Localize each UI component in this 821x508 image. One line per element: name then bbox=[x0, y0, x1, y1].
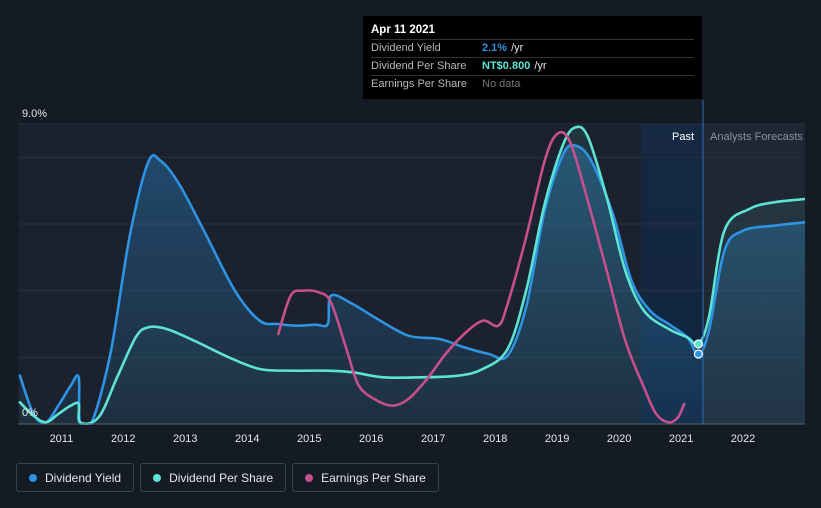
y-tick-label-top: 9.0% bbox=[22, 108, 47, 120]
legend-item-earnings-per-share[interactable]: Earnings Per Share bbox=[292, 463, 439, 492]
tooltip-row-dividend-yield: Dividend Yield 2.1% /yr bbox=[371, 40, 694, 58]
tooltip-no-data: No data bbox=[482, 78, 521, 90]
legend-dot-icon bbox=[153, 473, 162, 482]
legend-label: Dividend Per Share bbox=[169, 470, 274, 485]
x-tick-label: 2017 bbox=[421, 433, 445, 445]
y-tick-label-zero: 0% bbox=[22, 407, 38, 419]
tooltip-unit: /yr bbox=[511, 42, 524, 54]
marker-dividend-yield bbox=[693, 349, 704, 359]
tooltip-unit: /yr bbox=[534, 60, 547, 72]
legend-dot-icon bbox=[29, 473, 37, 482]
tooltip-row-earnings-per-share: Earnings Per Share No data bbox=[371, 76, 694, 93]
legend: Dividend Yield Dividend Per Share Earnin… bbox=[16, 463, 439, 492]
legend-item-dividend-yield[interactable]: Dividend Yield bbox=[16, 463, 135, 492]
series-line-dividend-yield[interactable] bbox=[18, 143, 805, 429]
tooltip-label: Dividend Per Share bbox=[371, 60, 467, 72]
series-line-earnings-per-share[interactable] bbox=[277, 130, 686, 424]
x-tick-label: 2014 bbox=[235, 433, 259, 445]
x-tick-label: 2011 bbox=[50, 433, 74, 445]
legend-item-dividend-per-share[interactable]: Dividend Per Share bbox=[140, 463, 287, 492]
tooltip-label: Earnings Per Share bbox=[371, 78, 467, 90]
legend-label: Dividend Yield bbox=[45, 470, 122, 485]
x-tick-label: 2020 bbox=[607, 433, 631, 445]
x-tick-label: 2018 bbox=[483, 433, 507, 445]
tooltip: Apr 11 2021 Dividend Yield 2.1% /yr Divi… bbox=[363, 16, 702, 99]
x-tick-label: 2019 bbox=[545, 433, 569, 445]
x-tick-label: 2022 bbox=[731, 433, 755, 445]
tooltip-value: NT$0.800 bbox=[482, 60, 531, 72]
x-tick-label: 2021 bbox=[669, 433, 693, 445]
x-tick-label: 2013 bbox=[173, 433, 197, 445]
legend-dot-icon bbox=[305, 473, 314, 482]
region-label-past: Past bbox=[672, 131, 694, 143]
legend-label: Earnings Per Share bbox=[321, 470, 426, 485]
x-tick-label: 2015 bbox=[297, 433, 321, 445]
marker-dividend-per-share bbox=[693, 339, 704, 349]
tooltip-label: Dividend Yield bbox=[371, 42, 441, 54]
region-label-forecast: Analysts Forecasts bbox=[710, 131, 803, 143]
chart-area: 9.0% 0% Past Analysts Forecasts 2011 2012… bbox=[18, 100, 805, 445]
tooltip-date: Apr 11 2021 bbox=[371, 22, 694, 40]
series-area-dividend-per-share bbox=[19, 126, 805, 424]
tooltip-value: 2.1% bbox=[482, 42, 508, 54]
x-tick-label: 2012 bbox=[111, 433, 135, 445]
tooltip-row-dividend-per-share: Dividend Per Share NT$0.800 /yr bbox=[371, 58, 694, 76]
x-tick-label: 2016 bbox=[359, 433, 383, 445]
